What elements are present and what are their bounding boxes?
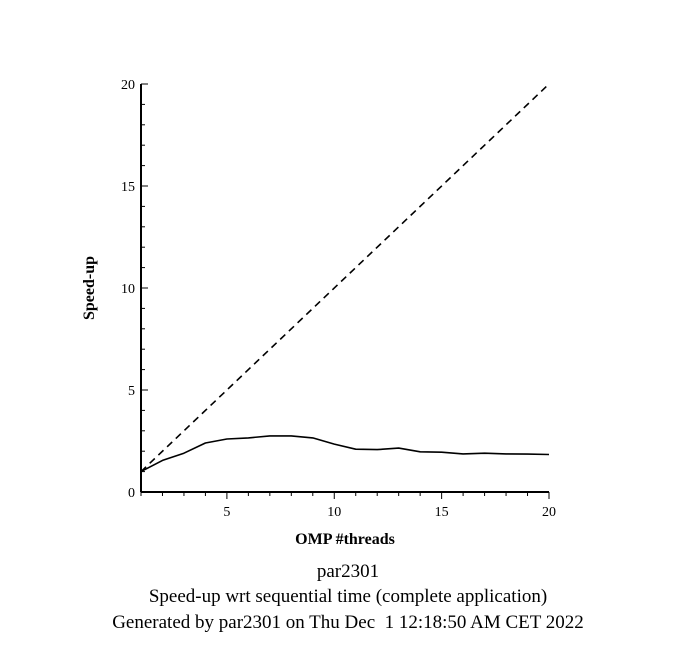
y-tick-label: 0 <box>128 486 135 501</box>
y-tick-label: 20 <box>121 78 135 93</box>
x-tick-label: 15 <box>435 505 449 520</box>
series <box>140 83 550 473</box>
y-tick-label: 10 <box>121 282 135 297</box>
x-tick-label: 10 <box>327 505 341 520</box>
ticks: 0 5 10 15 20 5 10 15 20 <box>121 78 556 520</box>
caption-subtitle: Speed-up wrt sequential time (complete a… <box>148 586 548 607</box>
x-tick-label: 5 <box>223 505 230 520</box>
caption-title: par2301 <box>316 561 380 582</box>
y-axis-label: Speed-up <box>81 256 98 320</box>
caption-generated: Generated by par2301 on Thu Dec 1 12:18:… <box>112 612 584 633</box>
x-tick-label: 20 <box>542 505 556 520</box>
y-tick-label: 15 <box>121 180 135 195</box>
axes <box>140 84 549 493</box>
measured-speedup-line <box>140 435 550 473</box>
y-tick-label: 5 <box>128 384 135 399</box>
x-axis-label: OMP #threads <box>295 531 395 548</box>
ideal-speedup-line <box>140 83 550 473</box>
